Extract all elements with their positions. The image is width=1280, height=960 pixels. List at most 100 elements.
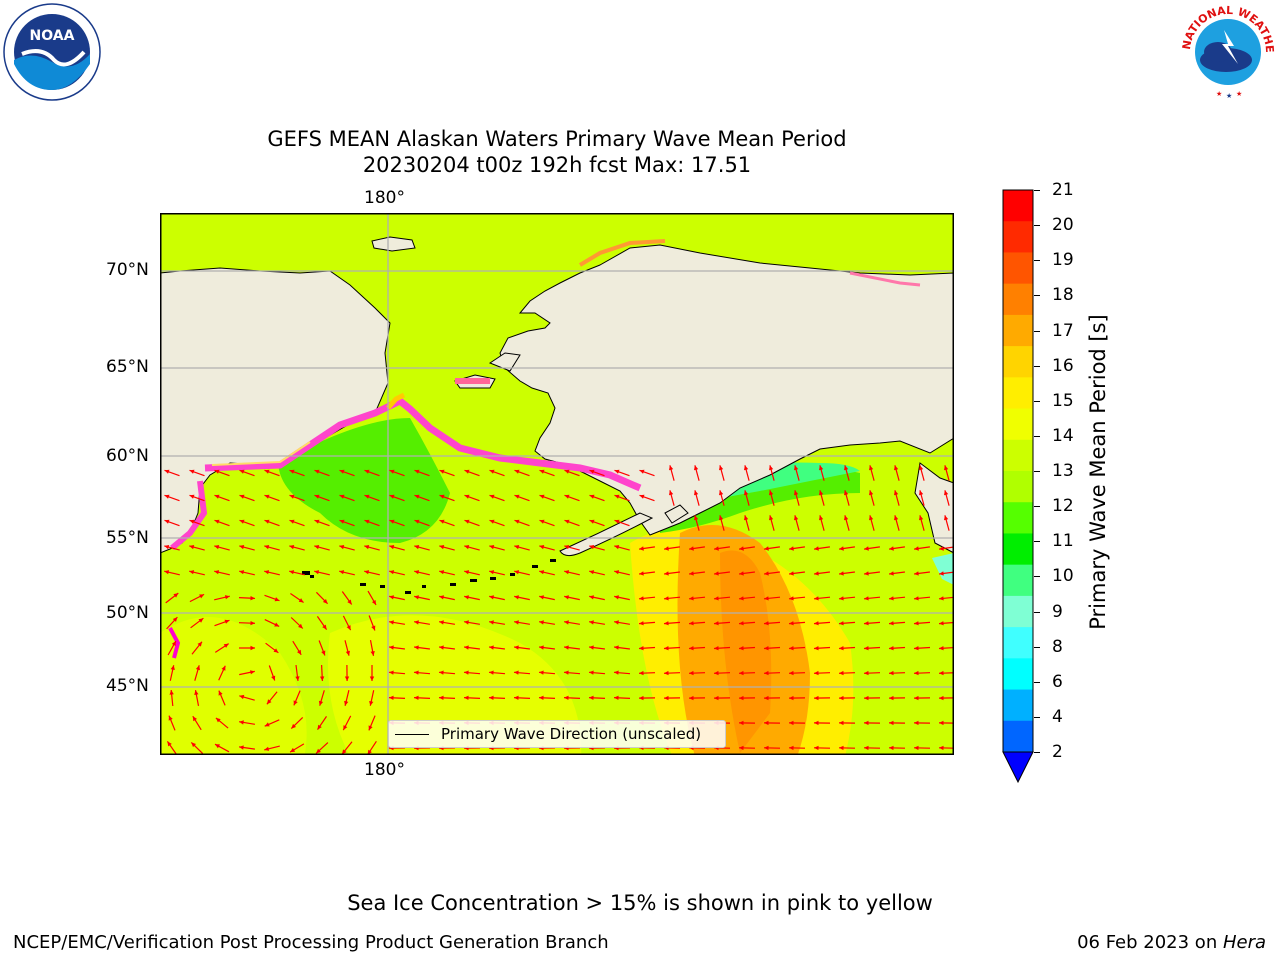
wave-arrow-head — [689, 695, 694, 701]
wave-arrow-head — [764, 596, 769, 601]
lat-label-60: 60°N — [106, 446, 149, 466]
wave-arrow-head — [195, 665, 200, 671]
wave-arrow-head — [864, 571, 869, 576]
wave-arrow-head — [214, 469, 220, 474]
wave-arrow-head — [370, 651, 375, 656]
wave-arrow-head — [789, 546, 794, 551]
wave-arrow-head — [714, 621, 719, 626]
wave-arrow-head — [221, 665, 226, 671]
wave-arrow-head — [389, 570, 395, 575]
wave-arrow-head — [744, 490, 749, 496]
colorbar-tick-label: 8 — [1052, 636, 1063, 657]
footer-date: 06 Feb 2023 on Hera — [1077, 932, 1266, 954]
wave-arrow-head — [794, 490, 799, 496]
colorbar-tick-label: 2 — [1052, 742, 1063, 762]
wave-arrow-head — [814, 571, 819, 576]
wave-arrow-head — [564, 469, 570, 474]
wave-arrow-head — [739, 646, 744, 651]
wave-arrow-head — [769, 465, 774, 471]
wave-arrow-head — [889, 646, 894, 651]
wave-arrow-head — [639, 546, 644, 551]
wave-arrow-head — [789, 571, 794, 576]
wave-arrow-head — [739, 546, 744, 551]
wave-arrow-head — [814, 670, 819, 676]
wave-arrow-head — [464, 494, 470, 499]
wave-arrow-head — [389, 469, 395, 474]
colorbar-segment — [1003, 564, 1033, 597]
colorbar-tick-mark — [1034, 295, 1040, 297]
wave-arrow-head — [769, 515, 774, 521]
wave-arrow-head — [289, 469, 295, 474]
wave-arrow-head — [298, 623, 303, 629]
colorbar-segment — [1003, 346, 1033, 378]
noaa-logo-text: NOAA — [30, 28, 75, 44]
wave-arrow-head — [489, 695, 494, 700]
wave-arrow-head — [939, 621, 944, 626]
wave-arrow-head — [264, 519, 270, 524]
wave-arrow-head — [224, 595, 230, 600]
colorbar-tick-mark — [1034, 471, 1040, 472]
wave-arrow-head — [264, 545, 270, 550]
wave-arrow-head — [714, 670, 719, 676]
lat-label-55: 55°N — [106, 528, 149, 548]
wave-arrow-head — [564, 645, 569, 650]
wave-arrow-head — [414, 469, 420, 474]
wave-arrow-head — [371, 600, 376, 605]
wave-arrow-head — [589, 695, 594, 700]
wave-arrow-head — [614, 570, 620, 575]
colorbar-tick-label: 18 — [1052, 285, 1074, 306]
wave-arrow-head — [889, 621, 894, 626]
wave-arrow-head — [164, 494, 170, 499]
wave-arrow-head — [789, 695, 794, 701]
wave-arrow-head — [744, 465, 749, 471]
wave-arrow-head — [914, 621, 919, 626]
wave-arrow-head — [464, 570, 470, 575]
wave-arrow-head — [914, 695, 919, 701]
graticule — [160, 213, 954, 755]
wave-arrow-head — [844, 515, 849, 521]
wave-arrow-head — [639, 670, 644, 676]
colorbar-tick-label: 12 — [1052, 496, 1074, 517]
lon-label-bottom: 180° — [364, 760, 405, 780]
wave-arrow-head — [739, 745, 744, 751]
wave-arrow-head — [346, 625, 351, 631]
wave-arrow-head — [819, 490, 824, 496]
wave-arrow-head — [564, 570, 570, 575]
colorbar-tick-label: 6 — [1052, 671, 1063, 692]
lat-label-70: 70°N — [106, 260, 149, 280]
wave-arrow-head — [764, 546, 769, 551]
wave-arrow-head — [239, 720, 244, 725]
wave-arrow-head — [689, 571, 694, 576]
wave-arrow-head — [614, 469, 620, 474]
colorbar-segment — [1003, 627, 1033, 659]
wave-arrow-head — [914, 720, 919, 726]
wave-arrow-head — [171, 641, 176, 646]
legend-line-symbol — [395, 733, 429, 735]
wave-arrow-head — [389, 645, 394, 650]
wave-arrow-head — [589, 494, 595, 499]
sea-ice-note: Sea Ice Concentration > 15% is shown in … — [347, 891, 933, 915]
wave-arrow-head — [364, 519, 370, 524]
wave-arrow-head — [814, 745, 819, 751]
wave-arrow-head — [564, 620, 569, 625]
wave-arrow-head — [764, 670, 769, 676]
colorbar-segment — [1003, 190, 1033, 222]
wave-arrow-head — [344, 700, 349, 706]
legend-label: Primary Wave Direction (unscaled) — [441, 725, 702, 743]
wave-arrow-head — [939, 695, 944, 701]
wave-arrow-head — [939, 571, 944, 576]
wave-arrow-head — [864, 546, 869, 551]
wave-arrow-head — [514, 670, 519, 675]
wave-arrow-head — [839, 546, 844, 551]
wave-arrow-head — [789, 621, 794, 626]
wave-arrow-head — [789, 745, 794, 751]
wave-arrow-head — [164, 519, 170, 524]
wave-arrow-head — [414, 570, 420, 575]
wave-arrow-head — [322, 599, 328, 604]
wave-arrow-head — [369, 701, 374, 706]
wave-arrow-head — [864, 695, 869, 701]
wave-arrow-head — [215, 717, 221, 723]
colorbar-tick-label: 14 — [1052, 425, 1074, 446]
wave-arrow-head — [939, 720, 944, 726]
wave-arrow-head — [172, 617, 178, 622]
